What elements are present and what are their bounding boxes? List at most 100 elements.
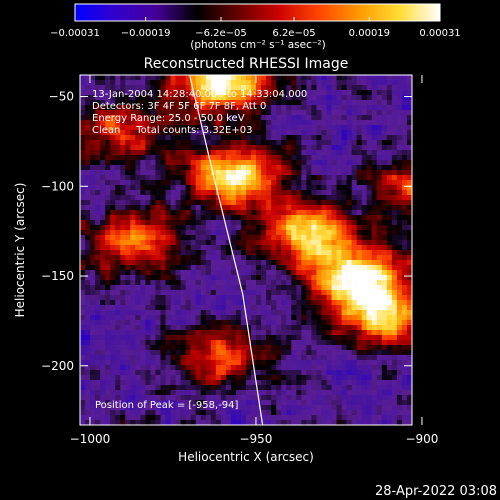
heatmap-cell <box>105 110 111 116</box>
heatmap-cell <box>296 195 302 201</box>
heatmap-cell <box>301 90 307 96</box>
heatmap-cell <box>235 395 242 401</box>
heatmap-cell <box>155 350 161 356</box>
heatmap-cell <box>326 200 332 206</box>
heatmap-cell <box>115 150 121 156</box>
heatmap-cell <box>135 235 141 241</box>
heatmap-cell <box>230 80 237 86</box>
heatmap-cell <box>321 360 327 366</box>
heatmap-cell <box>230 90 237 96</box>
heatmap-cell <box>95 145 101 151</box>
heatmap-cell <box>391 315 398 321</box>
heatmap-cell <box>210 75 217 81</box>
heatmap-cell <box>235 185 242 191</box>
heatmap-cell <box>256 370 262 376</box>
heatmap-cell <box>120 300 126 306</box>
heatmap-cell <box>230 115 237 121</box>
heatmap-cell <box>100 140 106 146</box>
heatmap-cell <box>321 160 327 166</box>
heatmap-cell <box>225 400 232 406</box>
heatmap-cell <box>371 85 378 91</box>
heatmap-cell <box>316 290 322 296</box>
heatmap-cell <box>210 385 217 391</box>
heatmap-cell <box>321 335 327 341</box>
heatmap-cell <box>195 100 202 106</box>
heatmap-cell <box>326 85 332 91</box>
heatmap-cell <box>235 95 242 101</box>
heatmap-cell <box>80 100 86 106</box>
heatmap-cell <box>271 130 277 136</box>
heatmap-cell <box>271 325 277 331</box>
heatmap-cell <box>120 75 126 81</box>
heatmap-cell <box>356 395 362 401</box>
heatmap-cell <box>266 320 272 326</box>
heatmap-cell <box>205 350 212 356</box>
heatmap-cell <box>281 200 287 206</box>
heatmap-cell <box>256 295 262 301</box>
heatmap-cell <box>326 380 332 386</box>
heatmap-cell <box>195 220 202 226</box>
heatmap-cell <box>195 300 202 306</box>
heatmap-cell <box>281 325 287 331</box>
heatmap-cell <box>266 175 272 181</box>
heatmap-cell <box>185 135 191 141</box>
heatmap-cell <box>130 345 136 351</box>
heatmap-cell <box>261 125 267 131</box>
heatmap-cell <box>120 85 126 91</box>
heatmap-cell <box>170 210 176 216</box>
heatmap-cell <box>316 85 322 91</box>
heatmap-cell <box>396 290 403 296</box>
heatmap-cell <box>230 105 237 111</box>
heatmap-cell <box>316 320 322 326</box>
heatmap-cell <box>115 175 121 181</box>
heatmap-cell <box>205 300 212 306</box>
heatmap-cell <box>366 255 373 261</box>
heatmap-cell <box>115 360 121 366</box>
heatmap-cell <box>105 400 111 406</box>
heatmap-cell <box>306 145 312 151</box>
heatmap-cell <box>145 85 151 91</box>
heatmap-cell <box>235 90 242 96</box>
heatmap-cell <box>246 325 252 331</box>
heatmap-cell <box>135 90 141 96</box>
heatmap-cell <box>215 310 222 316</box>
heatmap-cell <box>195 105 202 111</box>
heatmap-cell <box>281 135 287 141</box>
heatmap-cell <box>140 405 146 411</box>
heatmap-cell <box>165 245 171 251</box>
heatmap-cell <box>376 245 383 251</box>
heatmap-cell <box>160 385 166 391</box>
heatmap-cell <box>205 310 212 316</box>
heatmap-cell <box>235 385 242 391</box>
heatmap-cell <box>271 275 277 281</box>
heatmap-cell <box>301 95 307 101</box>
heatmap-cell <box>321 130 327 136</box>
heatmap-cell <box>286 225 292 231</box>
heatmap-cell <box>240 275 247 281</box>
heatmap-cell <box>311 315 317 321</box>
heatmap-cell <box>326 105 332 111</box>
heatmap-cell <box>351 90 357 96</box>
heatmap-cell <box>286 420 292 425</box>
heatmap-cell <box>200 100 207 106</box>
heatmap-cell <box>200 225 207 231</box>
heatmap-cell <box>115 135 121 141</box>
heatmap-cell <box>311 340 317 346</box>
heatmap-cell <box>326 405 332 411</box>
heatmap-cell <box>120 400 126 406</box>
heatmap-cell <box>210 420 217 425</box>
heatmap-cell <box>135 190 141 196</box>
heatmap-cell <box>316 410 322 416</box>
heatmap-cell <box>301 220 307 226</box>
heatmap-cell <box>266 330 272 336</box>
heatmap-cell <box>85 130 91 136</box>
heatmap-cell <box>190 405 196 411</box>
heatmap-cell <box>346 80 352 86</box>
heatmap-cell <box>306 75 312 81</box>
heatmap-cell <box>271 420 277 425</box>
heatmap-cell <box>391 320 398 326</box>
heatmap-cell <box>266 125 272 131</box>
heatmap-cell <box>316 185 322 191</box>
heatmap-cell <box>366 185 373 191</box>
heatmap-cell <box>341 85 347 91</box>
